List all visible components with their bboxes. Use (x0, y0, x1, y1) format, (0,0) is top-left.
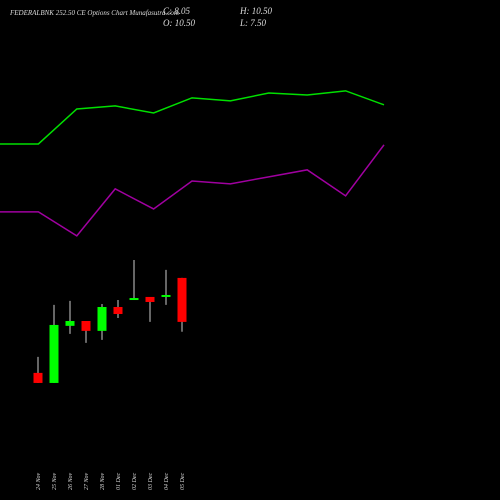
x-tick-label: 26 Nov (68, 472, 74, 490)
close-label: C: 8.05 (163, 6, 191, 16)
indicator-line (0, 144, 385, 237)
chart-title: FEDERALBNK 252.50 CE Options Chart Munaf… (9, 9, 179, 17)
candle-body (65, 321, 75, 326)
candle-body (129, 298, 139, 301)
high-label: H: 10.50 (239, 6, 272, 16)
x-tick-label: 01 Dec (116, 473, 122, 490)
candle-body (97, 307, 107, 331)
candle-body (145, 296, 155, 302)
open-label: O: 10.50 (163, 18, 195, 28)
x-tick-label: 27 Nov (84, 472, 90, 490)
indicator-line (0, 90, 385, 145)
candle-body (81, 321, 91, 331)
candle-body (177, 277, 187, 322)
x-tick-label: 03 Dec (148, 473, 154, 490)
x-tick-label: 25 Nov (52, 472, 58, 490)
x-tick-label: 28 Nov (100, 472, 106, 490)
candle-body (113, 307, 123, 315)
low-label: L: 7.50 (239, 18, 267, 28)
x-tick-label: 05 Dec (180, 473, 186, 490)
x-tick-label: 02 Dec (132, 473, 138, 490)
candle-body (49, 324, 59, 383)
x-tick-label: 04 Dec (163, 473, 170, 490)
x-tick-label: 24 Nov (35, 472, 42, 490)
candle-body (33, 372, 43, 383)
candle-body (161, 294, 171, 297)
